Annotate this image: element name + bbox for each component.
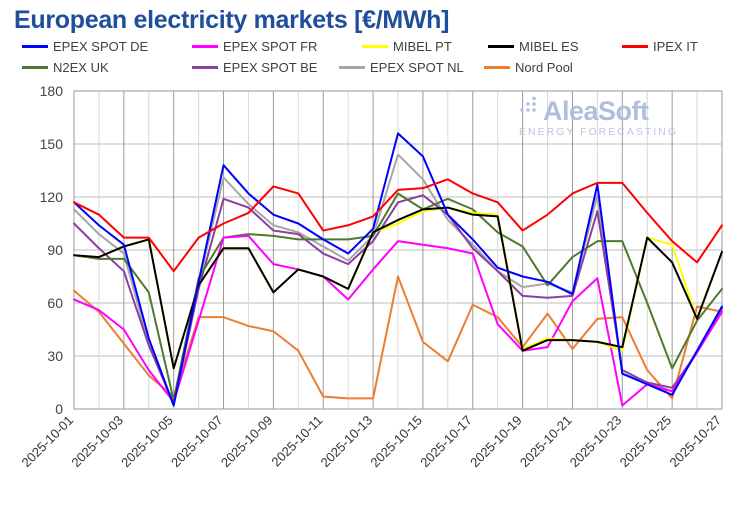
y-axis-tick-label: 90 bbox=[47, 242, 63, 258]
legend-color-swatch bbox=[339, 66, 365, 69]
y-axis-tick-label: 30 bbox=[47, 348, 63, 364]
series-line-epex-spot-fr bbox=[73, 234, 723, 407]
x-axis-tick-label: 2025-10-17 bbox=[417, 413, 475, 471]
legend-label: MIBEL PT bbox=[393, 39, 452, 54]
x-axis-tick-label: 2025-10-05 bbox=[118, 413, 176, 471]
legend-item-epex-spot-fr[interactable]: EPEX SPOT FR bbox=[192, 40, 317, 53]
page-title: European electricity markets [€/MWh] bbox=[14, 6, 450, 34]
legend-item-epex-spot-de[interactable]: EPEX SPOT DE bbox=[22, 40, 148, 53]
legend-label: EPEX SPOT BE bbox=[223, 60, 318, 75]
legend-item-mibel-pt[interactable]: MIBEL PT bbox=[362, 40, 452, 53]
series-line-ipex-it bbox=[73, 178, 723, 273]
legend-label: Nord Pool bbox=[515, 60, 573, 75]
x-axis-tick-label: 2025-10-25 bbox=[617, 413, 675, 471]
y-axis-tick-label: 150 bbox=[40, 136, 64, 152]
x-axis-tick-label: 2025-10-11 bbox=[268, 413, 325, 470]
legend-color-swatch bbox=[362, 45, 388, 48]
x-axis-tick-label: 2025-10-23 bbox=[567, 413, 625, 471]
legend-item-mibel-es[interactable]: MIBEL ES bbox=[488, 40, 578, 53]
legend-color-swatch bbox=[22, 45, 48, 48]
chart-legend: EPEX SPOT DE EPEX SPOT FR MIBEL PT MIBEL ES… bbox=[22, 40, 722, 84]
y-axis-tick-label: 60 bbox=[47, 295, 63, 311]
x-axis-tick-label: 2025-10-09 bbox=[218, 413, 276, 471]
legend-color-swatch bbox=[192, 45, 218, 48]
legend-color-swatch bbox=[22, 66, 48, 69]
x-axis-tick-label: 2025-10-27 bbox=[666, 413, 724, 471]
y-axis-tick-label: 120 bbox=[40, 189, 64, 205]
x-axis-tick-label: 2025-10-13 bbox=[318, 413, 376, 471]
series-line-mibel-es bbox=[73, 206, 723, 370]
x-axis-tick-label: 2025-10-03 bbox=[68, 413, 126, 471]
x-axis-tick-label: 2025-10-19 bbox=[467, 413, 525, 471]
legend-label: IPEX IT bbox=[653, 39, 698, 54]
legend-item-epex-spot-nl[interactable]: EPEX SPOT NL bbox=[339, 61, 464, 74]
x-axis-tick-label: 2025-10-01 bbox=[18, 413, 76, 471]
x-axis-tick-label: 2025-10-15 bbox=[367, 413, 425, 471]
legend-color-swatch bbox=[622, 45, 648, 48]
legend-item-ipex-it[interactable]: IPEX IT bbox=[622, 40, 698, 53]
x-axis-tick-label: 2025-10-21 bbox=[517, 413, 575, 471]
x-axis-tick-label: 2025-10-07 bbox=[168, 413, 226, 471]
legend-label: EPEX SPOT FR bbox=[223, 39, 318, 54]
y-axis-tick-label: 0 bbox=[55, 401, 63, 417]
legend-item-n2ex-uk[interactable]: N2EX UK bbox=[22, 61, 109, 74]
legend-label: EPEX SPOT DE bbox=[53, 39, 149, 54]
plot-border bbox=[73, 90, 723, 410]
series-line-epex-spot-de bbox=[73, 132, 723, 407]
legend-color-swatch bbox=[488, 45, 514, 48]
legend-label: MIBEL ES bbox=[519, 39, 579, 54]
legend-item-nord-pool[interactable]: Nord Pool bbox=[484, 61, 573, 74]
legend-label: EPEX SPOT NL bbox=[370, 60, 464, 75]
y-axis-tick-label: 180 bbox=[40, 83, 64, 99]
legend-label: N2EX UK bbox=[53, 60, 109, 75]
legend-row: N2EX UK EPEX SPOT BE EPEX SPOT NL Nord Pool bbox=[22, 61, 722, 82]
legend-color-swatch bbox=[484, 66, 510, 69]
legend-color-swatch bbox=[192, 66, 218, 69]
legend-item-epex-spot-be[interactable]: EPEX SPOT BE bbox=[192, 61, 317, 74]
legend-row: EPEX SPOT DE EPEX SPOT FR MIBEL PT MIBEL ES… bbox=[22, 40, 722, 61]
